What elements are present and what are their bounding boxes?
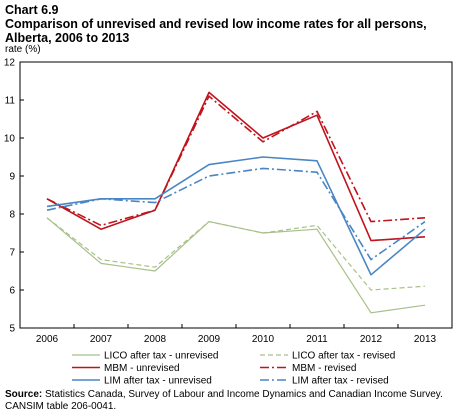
- y-tick-label: 5: [9, 324, 15, 335]
- y-tick-label: 6: [9, 286, 15, 297]
- chart-title: Comparison of unrevised and revised low …: [5, 17, 427, 45]
- legend-label-4: MBM - revised: [292, 363, 356, 374]
- legend-label-1: LICO after tax - unrevised: [104, 351, 219, 362]
- x-tick-label: 2012: [360, 334, 383, 345]
- legend-label-5: LIM after tax - unrevised: [104, 376, 212, 387]
- legend-label-2: LICO after tax - revised: [292, 351, 395, 362]
- y-tick-label: 7: [9, 248, 15, 259]
- x-tick-label: 2006: [36, 334, 59, 345]
- series-line-3: [46, 91, 426, 242]
- y-tick-label: 10: [4, 134, 16, 145]
- source-label: Source:: [5, 389, 43, 400]
- chart-number: Chart 6.9: [5, 3, 59, 17]
- x-tick-label: 2010: [252, 334, 275, 345]
- y-tick-label: 12: [4, 58, 16, 69]
- y-axis-unit-label: rate (%): [5, 44, 41, 55]
- title-block: Chart 6.9 Comparison of unrevised and re…: [5, 3, 469, 45]
- x-tick-label: 2009: [198, 334, 221, 345]
- y-tick-label: 8: [9, 210, 15, 221]
- x-tick-label: 2011: [306, 334, 328, 345]
- series-line-1: [46, 217, 426, 314]
- y-tick-label: 11: [5, 96, 16, 107]
- legend-label-6: LIM after tax - revised: [292, 376, 389, 387]
- line-chart: 5 6 7 8 9 10 11 12 2006 2007 2008 2009 2010 2011 2012 2…: [4, 58, 453, 387]
- x-tick-label: 2013: [414, 334, 437, 345]
- series-line-6: [46, 167, 426, 261]
- legend-label-3: MBM - unrevised: [104, 363, 180, 374]
- y-tick-label: 9: [9, 172, 15, 183]
- x-tick-label: 2008: [144, 334, 167, 345]
- series-line-4: [46, 95, 426, 227]
- source-note: Source: Statistics Canada, Survey of Lab…: [5, 389, 469, 413]
- x-tick-label: 2007: [90, 334, 113, 345]
- series-line-5: [46, 156, 426, 276]
- source-text: Statistics Canada, Survey of Labour and …: [5, 389, 443, 412]
- plot-frame: [19, 61, 453, 329]
